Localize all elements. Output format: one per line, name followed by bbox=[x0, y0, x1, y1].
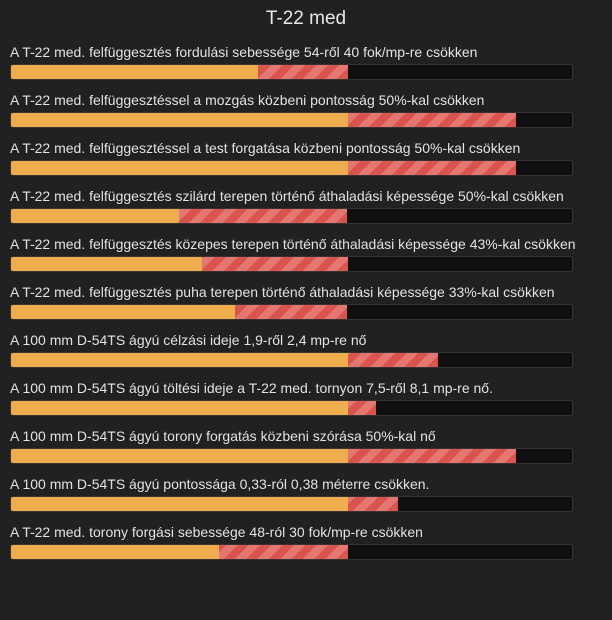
stat-bar-base-fill bbox=[11, 353, 348, 367]
stat-label: A 100 mm D-54TS ágyú töltési ideje a T-2… bbox=[10, 380, 493, 396]
stat-label: A 100 mm D-54TS ágyú célzási ideje 1,9-r… bbox=[10, 332, 367, 348]
stat-bar-track bbox=[10, 448, 573, 464]
stat-row: A T-22 med. felfüggesztéssel a test forg… bbox=[10, 139, 600, 176]
stat-bar-base-fill bbox=[11, 257, 202, 271]
stat-bar-change-fill bbox=[348, 161, 516, 175]
stat-list: A T-22 med. felfüggesztés fordulási sebe… bbox=[10, 43, 600, 571]
stat-row: A T-22 med. felfüggesztés puha terepen t… bbox=[10, 283, 600, 320]
stat-bar-change-fill bbox=[348, 113, 516, 127]
stat-row: A T-22 med. felfüggesztés fordulási sebe… bbox=[10, 43, 600, 80]
stat-bar-track bbox=[10, 256, 573, 272]
stat-bar-base-fill bbox=[11, 545, 219, 559]
stat-bar-base-fill bbox=[11, 401, 348, 415]
stat-label: A T-22 med. felfüggesztés puha terepen t… bbox=[10, 284, 555, 300]
stat-bar-track bbox=[10, 160, 573, 176]
stat-row: A T-22 med. felfüggesztéssel a mozgás kö… bbox=[10, 91, 600, 128]
stat-row: A 100 mm D-54TS ágyú célzási ideje 1,9-r… bbox=[10, 331, 600, 368]
stat-label: A 100 mm D-54TS ágyú torony forgatás köz… bbox=[10, 428, 436, 444]
stat-bar-change-fill bbox=[219, 545, 348, 559]
stat-label: A T-22 med. felfüggesztés közepes terepe… bbox=[10, 236, 576, 252]
stat-bar-track bbox=[10, 544, 573, 560]
stat-row: A 100 mm D-54TS ágyú torony forgatás köz… bbox=[10, 427, 600, 464]
stat-bar-base-fill bbox=[11, 497, 348, 511]
stat-bar-track bbox=[10, 400, 573, 416]
stat-bar-track bbox=[10, 304, 573, 320]
stat-label: A 100 mm D-54TS ágyú pontossága 0,33-ról… bbox=[10, 476, 430, 492]
stat-bar-base-fill bbox=[11, 161, 348, 175]
stat-label: A T-22 med. felfüggesztés fordulási sebe… bbox=[10, 44, 478, 60]
stat-bar-change-fill bbox=[179, 209, 347, 223]
stat-bar-base-fill bbox=[11, 113, 348, 127]
stat-label: A T-22 med. felfüggesztés szilárd terepe… bbox=[10, 188, 564, 204]
stat-bar-track bbox=[10, 352, 573, 368]
stat-bar-change-fill bbox=[348, 401, 376, 415]
stat-label: A T-22 med. felfüggesztéssel a mozgás kö… bbox=[10, 92, 485, 108]
stat-bar-base-fill bbox=[11, 65, 258, 79]
stat-bar-change-fill bbox=[348, 353, 438, 367]
stat-row: A T-22 med. felfüggesztés szilárd terepe… bbox=[10, 187, 600, 224]
stat-bar-base-fill bbox=[11, 305, 235, 319]
stat-bar-track bbox=[10, 208, 573, 224]
window-title: T-22 med bbox=[265, 8, 347, 29]
stat-bar-change-fill bbox=[348, 449, 516, 463]
stat-bar-base-fill bbox=[11, 209, 179, 223]
stat-row: A 100 mm D-54TS ágyú pontossága 0,33-ról… bbox=[10, 475, 600, 512]
stat-bar-change-fill bbox=[235, 305, 347, 319]
stat-bar-change-fill bbox=[202, 257, 348, 271]
stat-row: A 100 mm D-54TS ágyú töltési ideje a T-2… bbox=[10, 379, 600, 416]
stat-bar-track bbox=[10, 112, 573, 128]
stat-bar-track bbox=[10, 496, 573, 512]
stat-bar-change-fill bbox=[348, 497, 398, 511]
stat-bar-track bbox=[10, 64, 573, 80]
stat-row: A T-22 med. felfüggesztés közepes terepe… bbox=[10, 235, 600, 272]
stat-label: A T-22 med. torony forgási sebessége 48-… bbox=[10, 524, 423, 540]
stat-row: A T-22 med. torony forgási sebessége 48-… bbox=[10, 523, 600, 560]
stat-bar-change-fill bbox=[258, 65, 348, 79]
stat-bar-base-fill bbox=[11, 449, 348, 463]
stat-label: A T-22 med. felfüggesztéssel a test forg… bbox=[10, 140, 521, 156]
